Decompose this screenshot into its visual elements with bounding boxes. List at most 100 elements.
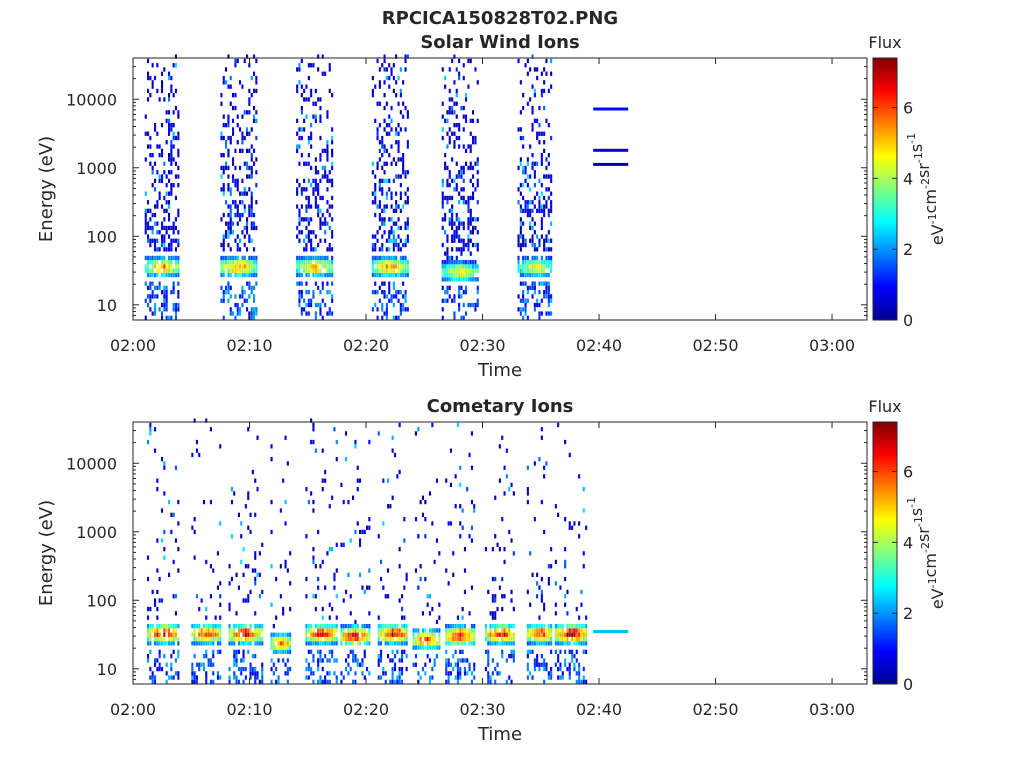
heatmap-cell — [487, 662, 490, 667]
heatmap-cell — [228, 666, 231, 672]
heatmap-cell — [538, 200, 541, 205]
heatmap-cell — [289, 551, 292, 556]
heatmap-cell — [314, 187, 317, 192]
heatmap-cell — [460, 268, 463, 273]
heatmap-cell — [232, 161, 235, 166]
heatmap-cell — [398, 547, 401, 552]
heatmap-cell — [319, 217, 322, 222]
heatmap-cell — [317, 191, 320, 196]
heatmap-cell — [406, 217, 409, 222]
heatmap-cell — [298, 298, 301, 303]
heatmap-cell — [489, 636, 492, 642]
heatmap-cell — [270, 679, 273, 684]
heatmap-cell — [501, 636, 504, 642]
heatmap-cell — [250, 174, 253, 179]
heatmap-cell — [403, 632, 406, 637]
heatmap-cell — [307, 63, 310, 68]
heatmap-cell — [368, 636, 371, 642]
heatmap-cell — [557, 654, 560, 659]
heatmap-cell — [305, 666, 308, 672]
heatmap-cell — [461, 615, 464, 620]
heatmap-cell — [491, 632, 494, 637]
colorbar-tick-label: 4 — [903, 533, 913, 552]
heatmap-cell — [441, 268, 444, 273]
heatmap-cell — [385, 75, 388, 81]
heatmap-cell — [305, 195, 308, 201]
heatmap-cell — [501, 654, 504, 659]
heatmap-cell — [394, 624, 397, 629]
heatmap-cell — [151, 238, 154, 243]
colorbar-label: Flux — [868, 33, 901, 52]
panel-title: Cometary Ions — [427, 396, 574, 417]
heatmap-cell — [444, 153, 447, 158]
heatmap-cell — [307, 628, 310, 633]
heatmap-cell — [151, 679, 154, 684]
heatmap-cell — [383, 178, 386, 183]
heatmap-cell — [326, 140, 329, 145]
heatmap-cell — [307, 311, 310, 316]
heatmap-cell — [554, 624, 557, 629]
heatmap-cell — [319, 628, 322, 633]
heatmap-cell — [376, 161, 379, 166]
heatmap-cell — [452, 636, 455, 642]
heatmap-cell — [227, 165, 230, 171]
heatmap-cell — [522, 307, 525, 312]
heatmap-cell — [250, 315, 253, 320]
heatmap-cell — [461, 641, 464, 646]
heatmap-cell — [314, 170, 317, 175]
heatmap-cell — [232, 174, 235, 179]
heatmap-cell — [582, 641, 585, 646]
heatmap-cell — [510, 598, 513, 603]
heatmap-cell — [458, 174, 461, 179]
heatmap-cell — [406, 307, 409, 312]
heatmap-cell — [314, 183, 317, 188]
heatmap-cell — [151, 260, 154, 265]
heatmap-cell — [207, 662, 210, 667]
heatmap-cell — [161, 666, 164, 672]
heatmap-cell — [236, 268, 239, 273]
heatmap-cell — [445, 641, 448, 646]
heatmap-cell — [390, 217, 393, 222]
heatmap-cell — [580, 636, 583, 642]
heatmap-cell — [476, 170, 479, 175]
x-tick-label: 02:50 — [692, 336, 738, 355]
heatmap-cell — [193, 632, 196, 637]
heatmap-cell — [453, 298, 456, 303]
heatmap-cell — [466, 632, 469, 637]
heatmap-cell — [198, 628, 201, 633]
heatmap-cell — [417, 632, 420, 637]
heatmap-cell — [578, 636, 581, 642]
heatmap-cell — [377, 641, 380, 646]
heatmap-cell — [177, 260, 180, 265]
heatmap-cell — [405, 632, 408, 637]
heatmap-cell — [388, 272, 391, 278]
x-tick-label: 03:00 — [809, 700, 855, 719]
heatmap-cell — [321, 281, 324, 286]
heatmap-cell — [446, 251, 449, 256]
heatmap-cell — [359, 636, 362, 642]
heatmap-cell — [550, 178, 553, 183]
heatmap-cell — [381, 187, 384, 192]
heatmap-cell — [253, 221, 256, 226]
heatmap-cell — [328, 212, 331, 218]
heatmap-cell — [517, 200, 520, 205]
heatmap-cell — [307, 178, 310, 183]
heatmap-cell — [205, 679, 208, 684]
heatmap-cell — [424, 499, 427, 505]
heatmap-cell — [472, 110, 475, 115]
heatmap-cell — [243, 260, 246, 265]
heatmap-cell — [307, 649, 310, 654]
heatmap-cell — [321, 641, 324, 646]
heatmap-cell — [300, 105, 303, 111]
heatmap-cell — [536, 255, 539, 261]
heatmap-cell — [366, 636, 369, 642]
heatmap-cell — [232, 178, 235, 183]
heatmap-cell — [300, 290, 303, 295]
heatmap-cell — [455, 264, 458, 269]
heatmap-cell — [378, 140, 381, 145]
heatmap-cell — [317, 666, 320, 672]
heatmap-cell — [170, 157, 173, 162]
heatmap-cell — [300, 230, 303, 235]
heatmap-cell — [461, 649, 464, 654]
heatmap-cell — [444, 161, 447, 166]
